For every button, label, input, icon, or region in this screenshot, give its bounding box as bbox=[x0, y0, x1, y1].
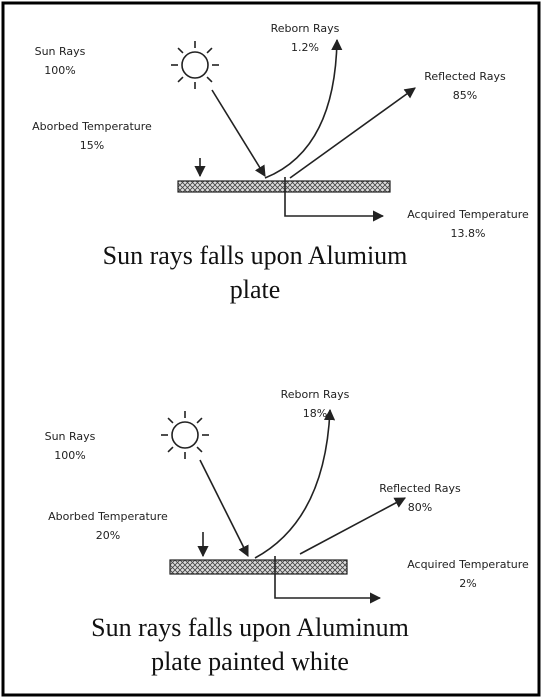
diagram: Sun Rays 100% Reborn Rays 1.2% Reflected Ray… bbox=[0, 0, 542, 698]
caption: plate bbox=[230, 275, 281, 304]
reborn-rays-label: Reborn Rays bbox=[281, 388, 350, 401]
caption: Sun rays falls upon Alumium bbox=[103, 241, 408, 270]
sun-rays-label: Sun Rays bbox=[35, 45, 86, 58]
reflected-rays-value: 85% bbox=[453, 89, 477, 102]
reborn-rays-value: 1.2% bbox=[291, 41, 319, 54]
absorbed-temperature-value: 15% bbox=[80, 139, 104, 152]
reflected-rays-label: Reflected Rays bbox=[424, 70, 506, 83]
acquired-temperature-value: 2% bbox=[459, 577, 476, 590]
acquired-temperature-label: Acquired Temperature bbox=[407, 208, 529, 221]
absorbed-temperature-label: Aborbed Temperature bbox=[48, 510, 168, 523]
plate bbox=[170, 560, 347, 574]
reflected-rays-value: 80% bbox=[408, 501, 432, 514]
caption: Sun rays falls upon Aluminum bbox=[91, 613, 409, 642]
acquired-temperature-value: 13.8% bbox=[451, 227, 486, 240]
sun-rays-label: Sun Rays bbox=[45, 430, 96, 443]
reflected-rays-label: Reflected Rays bbox=[379, 482, 461, 495]
absorbed-temperature-label: Aborbed Temperature bbox=[32, 120, 152, 133]
caption: plate painted white bbox=[151, 647, 349, 676]
plate bbox=[178, 181, 390, 192]
sun-rays-value: 100% bbox=[44, 64, 75, 77]
frame bbox=[3, 3, 539, 695]
reborn-rays-label: Reborn Rays bbox=[271, 22, 340, 35]
sun-rays-value: 100% bbox=[54, 449, 85, 462]
reborn-rays-value: 18% bbox=[303, 407, 327, 420]
absorbed-temperature-value: 20% bbox=[96, 529, 120, 542]
acquired-temperature-label: Acquired Temperature bbox=[407, 558, 529, 571]
